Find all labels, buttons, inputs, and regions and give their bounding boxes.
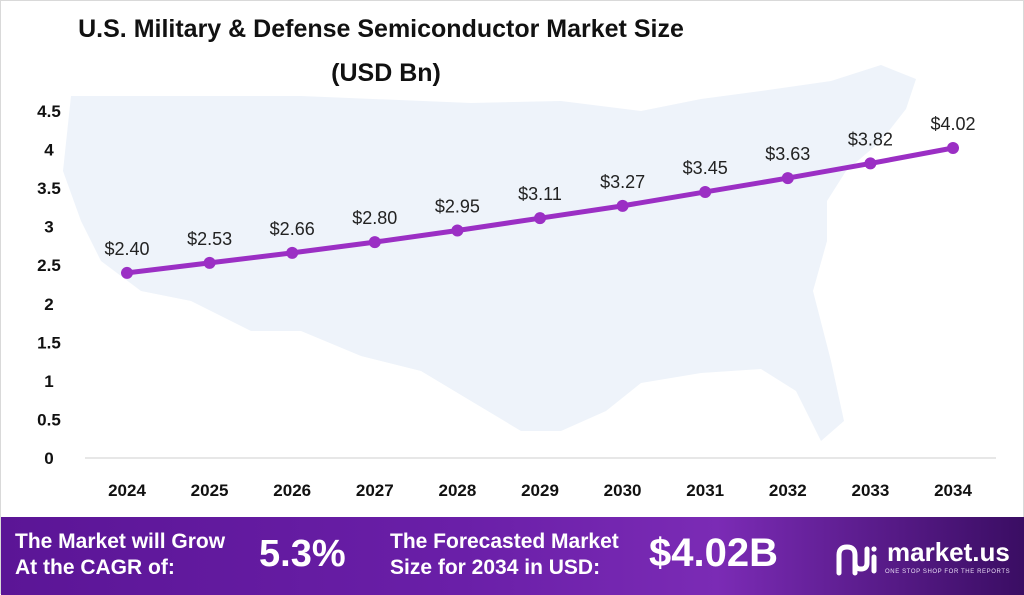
x-tick-label: 2034 (934, 481, 972, 500)
data-point (286, 246, 299, 259)
chart-subtitle: (USD Bn) (331, 59, 441, 87)
forecast-text-line1: The Forecasted Market (390, 530, 619, 553)
data-point (121, 266, 133, 279)
x-tick-label: 2025 (191, 481, 229, 500)
data-label: $3.11 (518, 184, 562, 204)
forecast-text-line2: Size for 2034 in USD: (390, 556, 601, 579)
line-chart: 0 0.5 1 1.5 2 2.5 3 3.5 4 4.5 2024 2025 2026 2027 2028… (37, 65, 996, 500)
data-point (699, 185, 712, 198)
x-tick-label: 2031 (686, 481, 724, 500)
data-label: $3.82 (848, 129, 893, 149)
cagr-text-line2: At the CAGR of: (15, 556, 175, 579)
data-label: $2.80 (352, 208, 397, 228)
usa-map-silhouette (63, 65, 916, 441)
x-tick-label: 2024 (108, 481, 146, 500)
data-point (534, 212, 546, 225)
y-tick-label: 1.5 (37, 333, 61, 352)
data-label: $2.40 (104, 239, 149, 259)
cagr-text-line1: The Market will Grow (15, 530, 226, 553)
y-tick-label: 4 (44, 141, 54, 160)
data-label: $3.63 (765, 144, 810, 164)
data-point (368, 236, 381, 249)
data-label: $2.66 (270, 219, 315, 239)
cagr-value: 5.3% (259, 533, 346, 575)
data-point (616, 199, 629, 212)
data-label: $4.02 (930, 114, 975, 134)
y-tick-label: 2.5 (37, 256, 61, 275)
y-tick-label: 1 (44, 372, 53, 391)
x-tick-label: 2030 (604, 481, 642, 500)
brand-logo: market.us ONE STOP SHOP FOR THE REPORTS (833, 535, 1023, 585)
data-label: $2.95 (435, 197, 480, 217)
y-tick-label: 3 (44, 218, 53, 237)
x-tick-label: 2029 (521, 481, 559, 500)
data-point (781, 172, 794, 185)
x-tick-label: 2033 (851, 481, 889, 500)
footer-banner: The Market will Grow At the CAGR of: 5.3… (1, 517, 1024, 595)
y-tick-label: 2 (44, 295, 53, 314)
y-tick-label: 4.5 (37, 102, 61, 121)
y-tick-label: 0 (44, 449, 53, 468)
data-point (203, 256, 216, 269)
y-tick-label: 3.5 (37, 179, 61, 198)
data-label: $3.45 (683, 158, 728, 178)
data-label: $3.27 (600, 172, 645, 192)
forecast-value: $4.02B (649, 531, 778, 575)
x-tick-label: 2032 (769, 481, 807, 500)
market-us-logo-icon (836, 544, 877, 576)
brand-name: market.us (887, 537, 1010, 567)
x-tick-label: 2026 (273, 481, 311, 500)
brand-tagline: ONE STOP SHOP FOR THE REPORTS (885, 569, 1011, 575)
chart-title: U.S. Military & Defense Semiconductor Ma… (78, 15, 684, 43)
x-tick-label: 2028 (438, 481, 476, 500)
data-point (947, 142, 959, 155)
x-tick-label: 2027 (356, 481, 394, 500)
data-point (864, 157, 877, 170)
data-label: $2.53 (187, 229, 232, 249)
y-tick-label: 0.5 (37, 410, 61, 429)
data-point (451, 224, 464, 237)
